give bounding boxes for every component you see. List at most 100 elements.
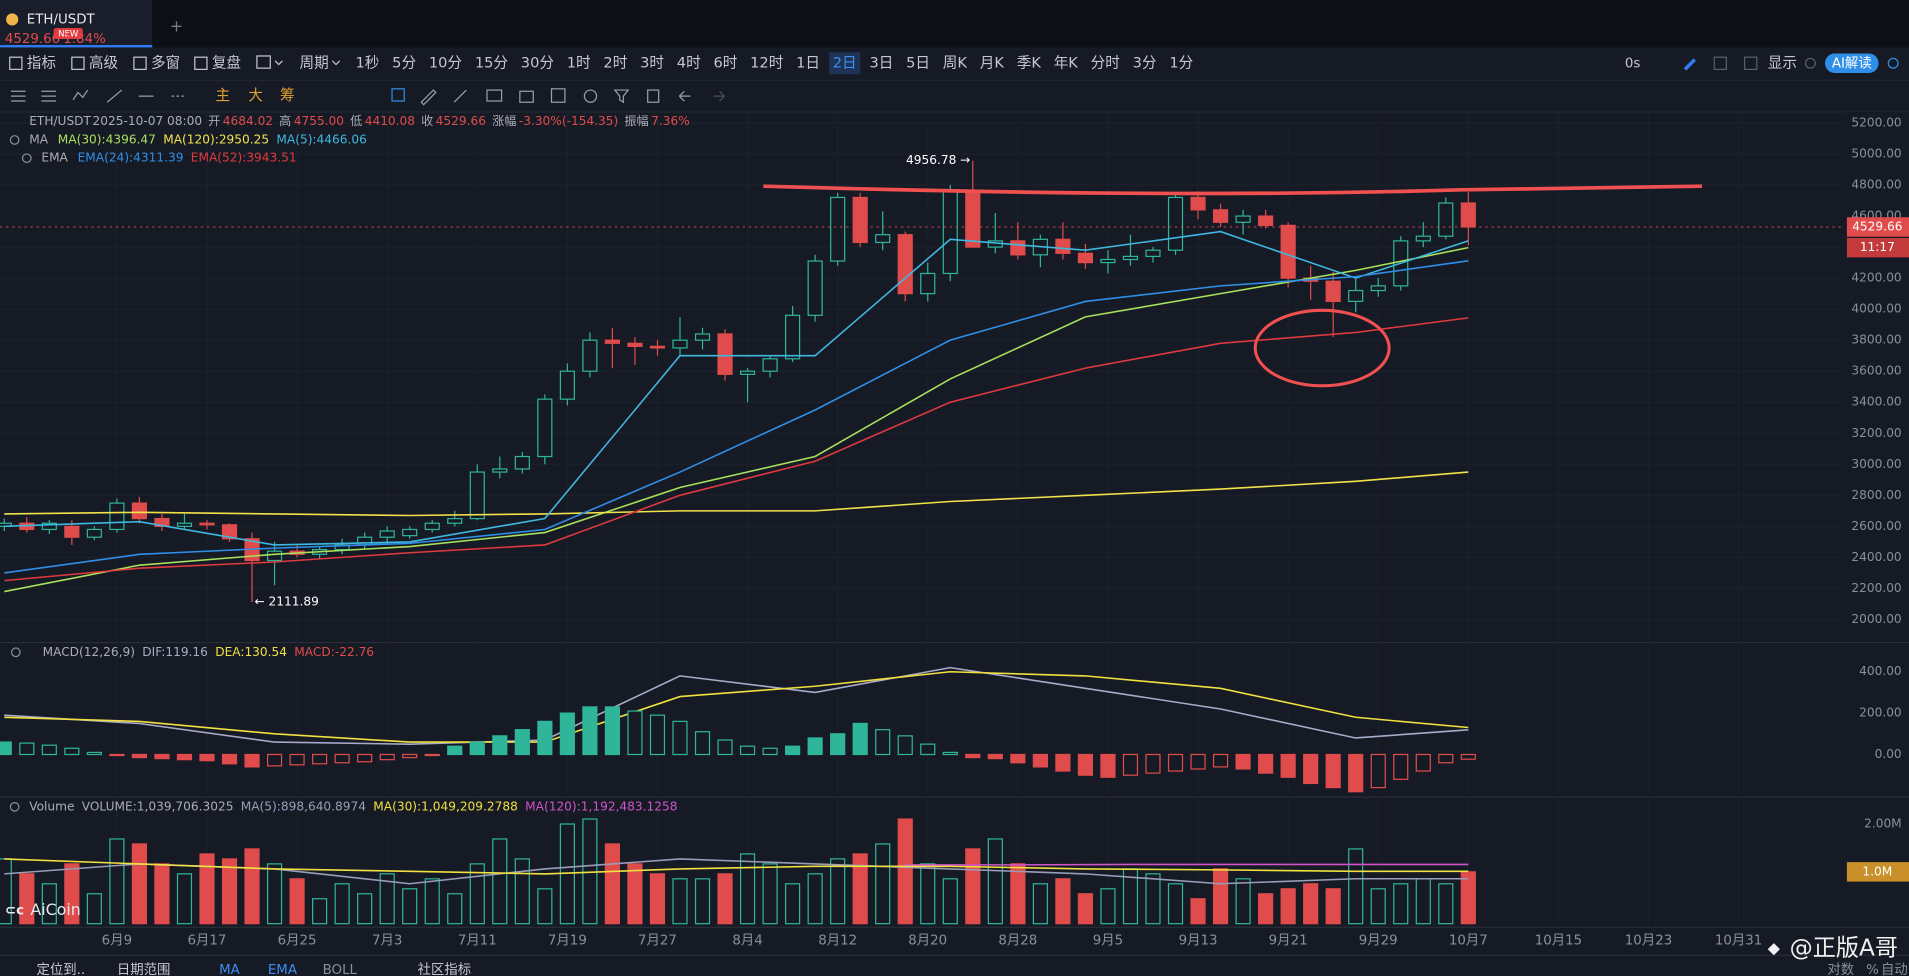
period-option[interactable]: 2日 <box>833 54 857 71</box>
indicator-toggle[interactable]: 主 <box>215 87 230 104</box>
volume-bar <box>1190 898 1206 925</box>
macd-bar <box>559 712 575 756</box>
ai-button-text[interactable]: AI解读 <box>1832 55 1872 71</box>
volume-bar <box>1100 888 1116 925</box>
period-option[interactable]: 4时 <box>677 54 701 71</box>
bottom-tab[interactable]: 定位到.. <box>37 962 86 976</box>
badge-text: NEW <box>58 30 79 40</box>
macd-bar <box>402 753 418 759</box>
candle-body <box>199 522 215 526</box>
candle-body <box>694 333 711 341</box>
period-label[interactable]: 周期 <box>299 54 328 71</box>
tool-button[interactable]: 复盘 <box>212 53 241 71</box>
macd-bar <box>357 753 373 763</box>
period-option[interactable]: 2时 <box>603 54 627 71</box>
tool-icon[interactable] <box>194 56 208 70</box>
candle-body <box>942 190 958 275</box>
x-tick-label: 6月9 <box>102 934 132 949</box>
macd-bar <box>1280 753 1296 778</box>
tool-icon[interactable] <box>550 88 566 103</box>
tool-icon[interactable] <box>71 56 85 70</box>
chart-type-icon[interactable] <box>256 55 271 69</box>
icon[interactable] <box>1713 56 1727 70</box>
period-option[interactable]: 3日 <box>869 54 893 71</box>
candle-body <box>1325 280 1341 302</box>
line-series <box>4 317 1469 582</box>
axis-option[interactable]: % <box>1866 963 1879 976</box>
tool-icon[interactable] <box>583 89 598 103</box>
bottom-tab[interactable]: BOLL <box>323 963 358 976</box>
display-button[interactable]: 显示 <box>1768 54 1797 71</box>
period-option[interactable]: 分时 <box>1091 54 1121 71</box>
icon[interactable] <box>1744 56 1758 70</box>
volume-bar <box>830 858 846 925</box>
bottom-tab[interactable]: 日期范围 <box>117 962 171 976</box>
tool-icon[interactable] <box>41 90 57 102</box>
volume-bar <box>897 818 913 925</box>
period-option[interactable]: 12时 <box>750 54 784 71</box>
tool-icon[interactable] <box>647 89 660 103</box>
period-option[interactable]: 5分 <box>392 54 416 71</box>
period-option[interactable]: 1分 <box>1169 54 1193 71</box>
tool-icon[interactable] <box>10 90 26 102</box>
macd-bar <box>64 747 80 756</box>
bottom-tab[interactable]: 社区指标 <box>418 962 472 976</box>
indicator-toggle[interactable]: 大 <box>248 87 263 104</box>
tool-icon[interactable] <box>420 89 437 106</box>
volume-bar <box>379 873 395 925</box>
period-option[interactable]: 10分 <box>429 54 463 71</box>
bottom-tab[interactable]: MA <box>219 963 241 976</box>
period-option[interactable]: 月K <box>980 54 1005 71</box>
legend-item: MA(120):2950.25 <box>163 132 269 146</box>
tool-icon[interactable] <box>519 90 534 103</box>
settings-icon[interactable] <box>1804 57 1816 69</box>
candle-body <box>1460 202 1476 228</box>
period-option[interactable]: 30分 <box>521 54 555 71</box>
period-option[interactable]: 15分 <box>475 54 509 71</box>
tool-icon[interactable] <box>106 89 123 103</box>
period-option[interactable]: 1秒 <box>356 54 380 71</box>
period-option[interactable]: 3时 <box>640 54 664 71</box>
period-option[interactable]: 1时 <box>567 54 591 71</box>
period-option[interactable]: 6时 <box>713 54 737 71</box>
tool-button[interactable]: 指标 <box>27 54 56 71</box>
axis-option[interactable]: 对数 <box>1827 962 1854 976</box>
period-option[interactable]: 1日 <box>796 54 820 71</box>
bell-icon <box>9 135 20 145</box>
candle-body <box>176 522 193 527</box>
period-option[interactable]: 3分 <box>1133 54 1157 71</box>
share-icon[interactable] <box>1887 57 1899 69</box>
macd-bar <box>1122 753 1139 776</box>
tool-icon[interactable] <box>713 90 725 102</box>
x-tick-label: 9月13 <box>1179 934 1218 949</box>
tool-button[interactable]: 多窗 <box>151 53 180 71</box>
tool-icon[interactable] <box>486 89 503 102</box>
ai-button[interactable] <box>1824 53 1879 74</box>
period-option[interactable]: 年K <box>1054 54 1079 71</box>
period-option[interactable]: 5日 <box>906 54 930 71</box>
tool-icon[interactable] <box>678 90 691 102</box>
volume-bar <box>109 838 125 925</box>
tool-icon[interactable] <box>133 56 147 70</box>
candle-body <box>1055 238 1071 254</box>
tool-icon[interactable] <box>613 89 630 104</box>
axis-option[interactable]: 自动 <box>1881 962 1908 976</box>
candle-body <box>447 517 463 524</box>
legend-group: MA <box>29 132 48 146</box>
add-tab[interactable]: + <box>170 16 183 35</box>
period-option[interactable]: 季K <box>1017 54 1042 71</box>
info-label: 低 <box>350 114 362 128</box>
tool-button[interactable]: 高级 <box>89 54 119 71</box>
tool-icon[interactable] <box>391 88 405 102</box>
pen-icon[interactable] <box>1683 58 1696 71</box>
tab[interactable] <box>0 0 153 48</box>
indicator-toggle[interactable]: 筹 <box>280 87 295 104</box>
tool-icon[interactable] <box>72 89 89 101</box>
tool-icon[interactable] <box>453 89 467 103</box>
info-value: 4755.00 <box>294 114 344 128</box>
tool-icon[interactable] <box>9 56 23 70</box>
volume-bar <box>221 858 238 925</box>
period-option[interactable]: 周K <box>943 54 968 71</box>
bottom-tab[interactable]: EMA <box>268 963 298 976</box>
volume-bar <box>1348 848 1364 925</box>
